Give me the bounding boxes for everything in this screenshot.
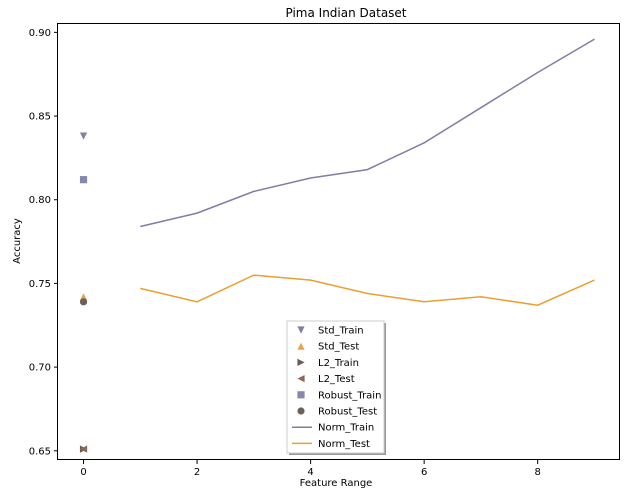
legend-label-norm-train: Norm_Train bbox=[318, 423, 374, 434]
x-tick-label: 2 bbox=[194, 467, 200, 478]
y-tick-label: 0.65 bbox=[29, 446, 51, 457]
chart-title: Pima Indian Dataset bbox=[285, 6, 406, 20]
y-tick-label: 0.70 bbox=[29, 363, 51, 374]
point-l2-test bbox=[79, 445, 88, 453]
legend-box bbox=[286, 320, 385, 454]
point-robust-train bbox=[79, 176, 88, 184]
legend-label-std-test: Std_Test bbox=[318, 342, 359, 353]
x-tick-label: 0 bbox=[80, 467, 86, 478]
plot-area bbox=[57, 23, 620, 460]
x-tick-label: 4 bbox=[307, 467, 313, 478]
y-tick-label: 0.85 bbox=[29, 112, 51, 123]
y-tick-label: 0.80 bbox=[29, 195, 51, 206]
legend-swatch-std-test bbox=[297, 342, 305, 350]
y-tick-label: 0.75 bbox=[29, 279, 51, 290]
legend-label-std-train: Std_Train bbox=[318, 326, 364, 337]
legend-label-l2-train: L2_Train bbox=[318, 358, 359, 369]
legend-swatch-robust-test bbox=[297, 407, 305, 415]
series-line-norm-test bbox=[140, 274, 595, 306]
legend-label-norm-test: Norm_Test bbox=[318, 439, 370, 450]
y-tick-label: 0.90 bbox=[29, 28, 51, 39]
legend-swatch-l2-train bbox=[297, 358, 305, 366]
series-line-norm-train bbox=[140, 38, 595, 228]
point-std-train bbox=[79, 132, 88, 140]
x-tick-label: 8 bbox=[534, 467, 540, 478]
legend-label-l2-test: L2_Test bbox=[318, 374, 355, 385]
y-axis-label: Accuracy bbox=[12, 218, 23, 264]
x-axis-label: Feature Range bbox=[300, 478, 373, 489]
legend: Std_Train Std_Test L2_Train L2_Test Robust_T… bbox=[286, 320, 386, 455]
point-robust-test bbox=[79, 298, 88, 306]
legend-swatch-robust-train bbox=[297, 391, 305, 399]
legend-swatch-std-train bbox=[297, 326, 305, 334]
legend-swatch-l2-test bbox=[297, 375, 305, 383]
legend-label-robust-test: Robust_Test bbox=[318, 407, 377, 418]
point-std-test bbox=[79, 293, 88, 301]
legend-label-robust-train: Robust_Train bbox=[318, 390, 381, 401]
x-tick-label: 6 bbox=[421, 467, 427, 478]
